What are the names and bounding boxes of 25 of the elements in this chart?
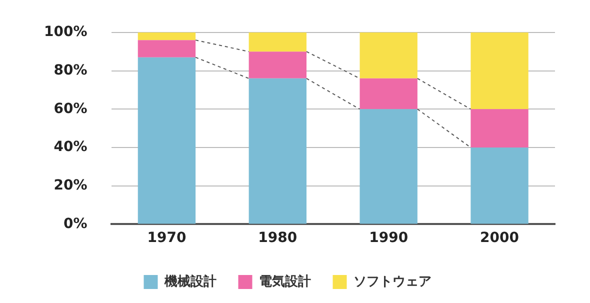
bar xyxy=(138,32,196,40)
bar xyxy=(360,32,418,78)
bar xyxy=(470,147,528,224)
x-tick-label: 1990 xyxy=(369,230,408,246)
legend-label: ソフトウェア xyxy=(353,274,432,290)
x-tick-label: 1980 xyxy=(258,230,298,246)
y-tick-label: 0% xyxy=(63,216,88,232)
bar xyxy=(248,52,306,78)
x-tick-label: 2000 xyxy=(480,230,520,246)
y-tick-label: 20% xyxy=(54,177,88,194)
bar xyxy=(470,32,528,110)
bar xyxy=(360,109,418,224)
bar xyxy=(138,40,196,58)
y-tick-label: 80% xyxy=(54,62,88,78)
bar xyxy=(248,78,306,224)
bar xyxy=(248,32,306,52)
y-tick-label: 60% xyxy=(54,100,88,117)
bar xyxy=(360,78,418,110)
y-tick-label: 100% xyxy=(44,24,88,40)
bar xyxy=(470,109,528,148)
y-tick-label: 40% xyxy=(54,139,88,156)
legend-label: 電気設計 xyxy=(258,273,311,290)
legend-label: 機械設計 xyxy=(163,273,216,290)
x-tick-label: 1970 xyxy=(147,230,186,246)
bar xyxy=(138,57,196,224)
